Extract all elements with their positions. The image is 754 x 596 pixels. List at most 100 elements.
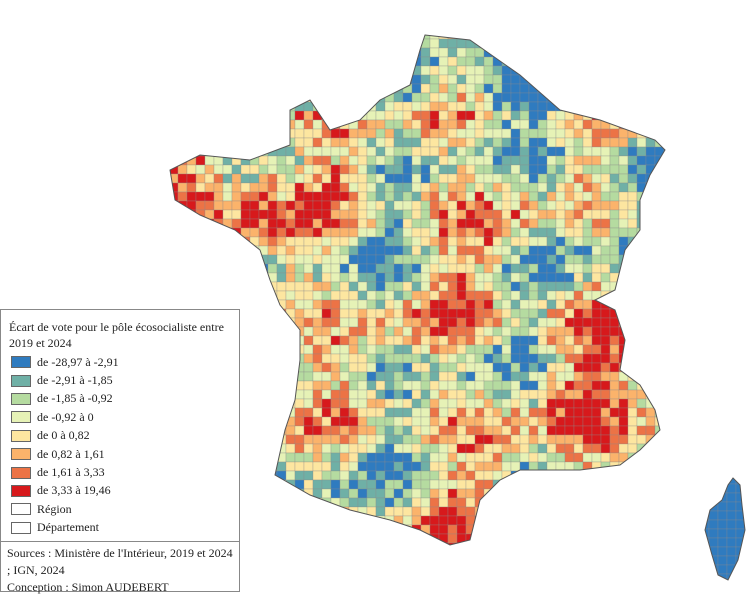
map-cell <box>555 281 566 292</box>
map-cell <box>402 515 413 526</box>
map-cell <box>609 182 620 193</box>
map-cell <box>492 173 503 184</box>
map-cell <box>600 299 611 310</box>
map-cell <box>240 290 251 301</box>
map-cell <box>303 434 314 445</box>
map-cell <box>555 443 566 454</box>
map-cell <box>267 137 278 148</box>
map-cell <box>294 515 305 526</box>
map-cell <box>420 290 431 301</box>
map-cell <box>177 227 188 238</box>
map-cell <box>429 119 440 130</box>
map-cell <box>393 389 404 400</box>
map-cell <box>465 362 476 373</box>
map-cell <box>195 65 206 76</box>
map-cell <box>663 452 665 463</box>
map-cell <box>510 272 521 283</box>
map-cell <box>465 146 476 157</box>
legend-item: de 1,61 à 3,33 <box>1 463 239 481</box>
map-cell <box>339 110 350 121</box>
map-cell <box>267 398 278 409</box>
map-cell <box>636 272 647 283</box>
map-cell <box>492 470 503 481</box>
map-cell <box>384 290 395 301</box>
map-cell <box>465 542 476 545</box>
map-cell <box>528 173 539 184</box>
map-cell <box>411 479 422 490</box>
map-cell <box>249 416 260 427</box>
map-cell <box>591 290 602 301</box>
map-cell <box>591 128 602 139</box>
map-cell <box>456 146 467 157</box>
map-cell <box>321 398 332 409</box>
map-cell <box>402 542 413 545</box>
map-cell <box>627 272 638 283</box>
map-cell <box>249 389 260 400</box>
map-cell <box>393 56 404 67</box>
map-cell <box>636 146 647 157</box>
map-cell <box>177 173 188 184</box>
map-cell <box>465 290 476 301</box>
map-cell <box>357 434 368 445</box>
map-cell <box>170 236 179 247</box>
map-cell <box>258 200 269 211</box>
map-cell <box>474 380 485 391</box>
map-cell <box>519 488 530 499</box>
map-cell <box>384 488 395 499</box>
map-cell <box>204 281 215 292</box>
map-cell <box>276 56 287 67</box>
map-cell <box>519 47 530 58</box>
map-cell <box>564 335 575 346</box>
map-cell <box>537 128 548 139</box>
map-cell <box>492 281 503 292</box>
map-cell <box>357 38 368 49</box>
map-cell <box>501 488 512 499</box>
map-cell <box>240 101 251 112</box>
map-cell <box>411 272 422 283</box>
map-cell <box>258 470 269 481</box>
map-cell <box>402 227 413 238</box>
map-cell <box>312 434 323 445</box>
map-cell <box>294 218 305 229</box>
map-cell <box>303 200 314 211</box>
map-cell <box>510 452 521 463</box>
map-cell <box>348 200 359 211</box>
map-cell <box>267 155 278 166</box>
map-cell <box>663 263 665 274</box>
map-cell <box>744 501 745 512</box>
map-cell <box>447 362 458 373</box>
map-cell <box>312 200 323 211</box>
map-cell <box>339 362 350 373</box>
map-cell <box>177 56 188 67</box>
map-cell <box>582 65 593 76</box>
map-cell <box>375 173 386 184</box>
map-cell <box>258 488 269 499</box>
map-cell <box>330 128 341 139</box>
map-cell <box>483 218 494 229</box>
map-cell <box>330 227 341 238</box>
map-cell <box>384 182 395 193</box>
map-cell <box>564 434 575 445</box>
map-cell <box>312 209 323 220</box>
map-cell <box>510 47 521 58</box>
map-cell <box>258 326 269 337</box>
map-cell <box>420 218 431 229</box>
map-cell <box>303 38 314 49</box>
map-cell <box>258 83 269 94</box>
map-cell <box>321 191 332 202</box>
map-cell <box>582 272 593 283</box>
map-cell <box>384 434 395 445</box>
map-cell <box>582 155 593 166</box>
map-cell <box>609 173 620 184</box>
map-cell <box>438 290 449 301</box>
map-cell <box>393 308 404 319</box>
map-cell <box>366 38 377 49</box>
map-cell <box>222 272 233 283</box>
map-cell <box>375 497 386 508</box>
map-cell <box>510 101 521 112</box>
map-cell <box>267 47 278 58</box>
map-cell <box>537 479 548 490</box>
map-cell <box>393 74 404 85</box>
map-cell <box>330 344 341 355</box>
map-cell <box>222 56 233 67</box>
